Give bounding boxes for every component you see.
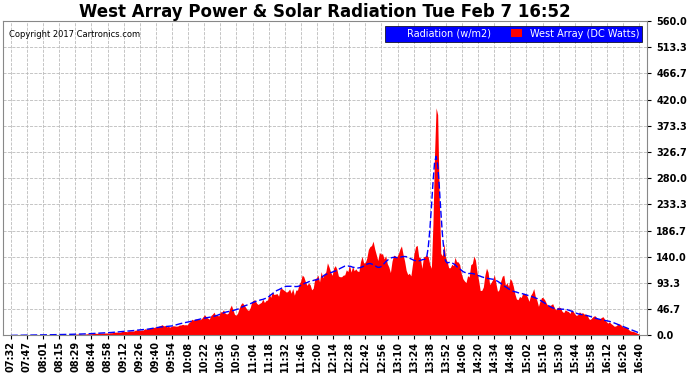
- Text: Copyright 2017 Cartronics.com: Copyright 2017 Cartronics.com: [9, 30, 140, 39]
- Legend: Radiation (w/m2), West Array (DC Watts): Radiation (w/m2), West Array (DC Watts): [385, 26, 642, 42]
- Title: West Array Power & Solar Radiation Tue Feb 7 16:52: West Array Power & Solar Radiation Tue F…: [79, 3, 571, 21]
